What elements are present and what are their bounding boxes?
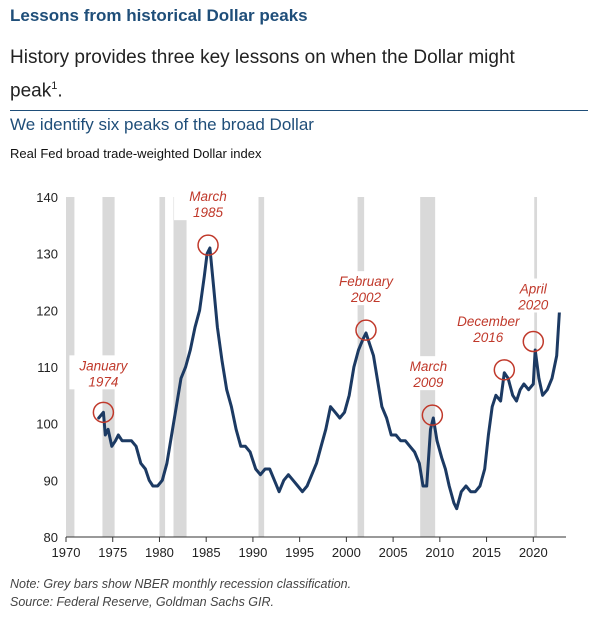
chart-axes: 1970 1975 1980 1985 1990 1995 2000 2005 2010 2015…	[36, 190, 566, 560]
page-subtitle: History provides three key lessons on wh…	[10, 44, 570, 105]
y-tick-label: 100	[36, 417, 58, 432]
x-tick-label: 2000	[332, 545, 361, 560]
x-tick-label: 1970	[52, 545, 81, 560]
subtitle-text: History provides three key lessons on wh…	[10, 47, 515, 102]
x-tick-label: 2005	[379, 545, 408, 560]
x-tick-label: 1985	[192, 545, 221, 560]
x-tick-label: 2020	[519, 545, 548, 560]
subtitle-footnote-marker: 1	[51, 80, 58, 92]
peak-marker	[355, 319, 377, 341]
dollar-index-chart: 1970 1975 1980 1985 1990 1995 2000 2005 2010 2015…	[36, 186, 568, 560]
subtitle-end: .	[57, 80, 63, 102]
peak-label-year: 2009	[412, 375, 444, 390]
y-tick-label: 140	[36, 190, 58, 205]
page-title: Lessons from historical Dollar peaks	[10, 6, 308, 25]
y-tick-label: 130	[36, 247, 58, 262]
peak-marker	[493, 359, 516, 381]
chart-source: Source: Federal Reserve, Goldman Sachs G…	[10, 595, 275, 609]
series-line	[97, 246, 561, 511]
y-tick-label: 80	[44, 530, 58, 545]
index-series	[97, 246, 561, 511]
peak-label-year: 1974	[88, 374, 118, 389]
peak-label-background	[174, 186, 243, 221]
peak-label-year: 2002	[350, 290, 382, 305]
recession-bar	[357, 197, 365, 537]
peak-label-month: December	[457, 314, 520, 329]
peak-label-year: 1985	[193, 205, 224, 220]
chart-title: We identify six peaks of the broad Dolla…	[10, 115, 314, 134]
x-tick-label: 1995	[285, 545, 314, 560]
x-tick-label: 1980	[145, 545, 174, 560]
y-tick-label: 120	[36, 303, 58, 318]
peak-label-month: January	[78, 358, 128, 373]
recession-bar	[159, 197, 166, 537]
recession-bar	[173, 197, 187, 537]
peak-label-year: 2020	[517, 298, 549, 313]
chart-subtitle: Real Fed broad trade-weighted Dollar ind…	[10, 146, 262, 161]
peak-marker	[197, 234, 219, 256]
x-tick-label: 1990	[238, 545, 267, 560]
peak-label-background	[394, 356, 463, 391]
peak-marker	[92, 401, 115, 424]
peak-label-background	[69, 355, 138, 390]
chart-divider	[10, 110, 588, 111]
y-tick-label: 110	[37, 360, 58, 375]
x-tick-label: 2015	[472, 545, 501, 560]
peak-marker	[421, 404, 444, 426]
peak-label-month: February	[339, 274, 394, 289]
peak-label-background	[332, 271, 400, 306]
peak-label-month: April	[519, 282, 548, 297]
peak-label-background	[454, 310, 523, 345]
x-tick-label: 1975	[98, 545, 127, 560]
peak-annotations: January1974March1985February2002March200…	[69, 186, 568, 426]
peak-marker	[522, 330, 545, 353]
recession-bar	[258, 197, 265, 537]
chart-note: Note: Grey bars show NBER monthly recess…	[10, 577, 352, 591]
y-tick-label: 90	[44, 473, 58, 488]
peak-label-month: March	[410, 359, 448, 374]
peak-label-background	[499, 278, 568, 313]
peak-label-month: March	[189, 189, 227, 204]
peak-label-year: 2016	[472, 330, 504, 345]
x-tick-label: 2010	[425, 545, 454, 560]
